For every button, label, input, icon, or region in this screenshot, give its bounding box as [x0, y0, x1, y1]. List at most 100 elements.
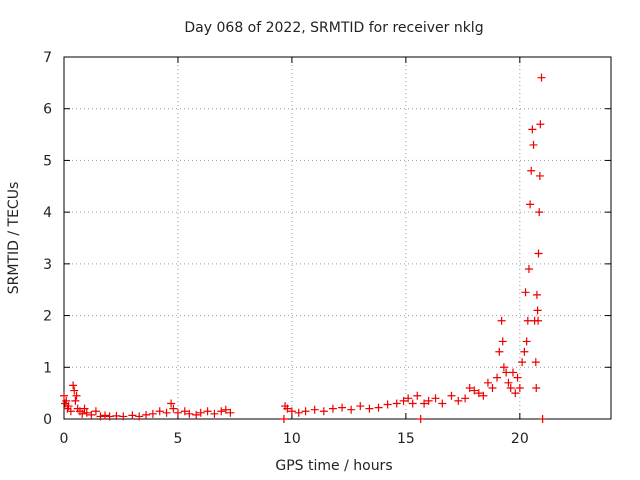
data-point	[524, 265, 533, 274]
y-tick-label: 6	[43, 102, 52, 118]
data-point	[135, 412, 144, 421]
data-point	[365, 404, 374, 413]
data-point	[526, 200, 535, 209]
data-point	[499, 363, 508, 372]
data-point	[148, 409, 157, 418]
data-point	[529, 140, 538, 149]
data-point	[515, 383, 524, 392]
data-point	[461, 394, 470, 403]
data-point	[203, 407, 212, 416]
ticks: 0 5 10 15 20 0 1 2 3 4 5 6 7	[43, 50, 611, 447]
data-point	[91, 407, 100, 416]
chart-title: Day 068 of 2022, SRMTID for receiver nkl…	[184, 20, 483, 36]
data-point	[60, 391, 68, 400]
data-point	[520, 347, 529, 356]
data-point	[167, 399, 176, 408]
data-point	[483, 378, 492, 387]
data-point	[221, 405, 230, 414]
data-point	[521, 288, 530, 297]
data-point	[217, 407, 226, 416]
data-point	[383, 400, 392, 409]
data-point	[294, 408, 303, 417]
data-point	[356, 402, 365, 411]
x-tick-label: 5	[173, 431, 182, 447]
data-point	[105, 412, 114, 421]
data-point	[112, 411, 121, 420]
data-point	[518, 358, 527, 367]
data-point	[226, 408, 235, 417]
data-point	[528, 125, 537, 134]
data-point	[474, 389, 483, 398]
data-point	[87, 410, 96, 419]
data-point	[531, 358, 540, 367]
data-point	[511, 389, 520, 398]
data-point	[522, 337, 531, 346]
data-point	[508, 368, 517, 377]
y-tick-label: 7	[43, 50, 52, 66]
y-tick-label: 4	[43, 205, 52, 221]
data-point	[533, 306, 542, 315]
data-point	[534, 316, 543, 325]
data-point	[535, 208, 544, 217]
data-point	[532, 383, 541, 392]
data-point	[64, 402, 73, 411]
data-point	[283, 404, 292, 413]
data-point	[534, 249, 543, 258]
data-point	[438, 399, 447, 408]
data-point	[82, 408, 91, 417]
data-point	[493, 373, 502, 382]
data-point	[101, 411, 110, 420]
x-tick-label: 0	[60, 431, 69, 447]
data-point	[404, 394, 413, 403]
data-point	[532, 290, 541, 299]
data-point	[416, 415, 425, 423]
data-point	[506, 383, 515, 392]
x-axis-label: GPS time / hours	[275, 458, 392, 474]
data-point	[66, 407, 75, 416]
data-point	[80, 404, 89, 413]
data-point	[301, 407, 310, 416]
data-point	[78, 409, 87, 418]
data-point	[338, 403, 347, 412]
y-tick-label: 1	[43, 360, 52, 376]
data-point	[504, 378, 513, 387]
data-point	[537, 73, 546, 82]
data-point	[155, 407, 164, 416]
data-point	[96, 412, 105, 421]
data-point	[420, 399, 429, 408]
data-point	[535, 171, 544, 180]
data-point	[392, 399, 401, 408]
data-point	[328, 404, 337, 413]
x-tick-label: 20	[511, 431, 529, 447]
data-point	[319, 407, 328, 416]
data-point	[479, 391, 488, 400]
data-point	[71, 396, 80, 405]
y-tick-label: 5	[43, 153, 52, 169]
y-tick-label: 3	[43, 257, 52, 273]
x-tick-label: 10	[283, 431, 301, 447]
data-point	[465, 383, 474, 392]
data-point	[527, 166, 536, 175]
data-point	[424, 396, 433, 405]
data-point	[523, 316, 532, 325]
data-point	[454, 396, 463, 405]
data-points	[60, 73, 547, 423]
data-point	[538, 415, 547, 423]
data-point	[62, 396, 71, 405]
data-point	[470, 386, 479, 395]
data-point	[180, 407, 189, 416]
data-point	[142, 410, 151, 419]
data-point	[536, 120, 545, 129]
data-point	[497, 316, 506, 325]
data-point	[447, 391, 456, 400]
y-tick-label: 0	[43, 412, 52, 428]
data-point	[347, 405, 356, 414]
y-tick-label: 2	[43, 309, 52, 325]
data-point	[185, 409, 194, 418]
x-tick-label: 15	[397, 431, 415, 447]
data-point	[488, 383, 497, 392]
data-point	[196, 408, 205, 417]
data-point	[413, 391, 422, 400]
data-point	[69, 381, 78, 390]
data-point	[502, 368, 511, 377]
